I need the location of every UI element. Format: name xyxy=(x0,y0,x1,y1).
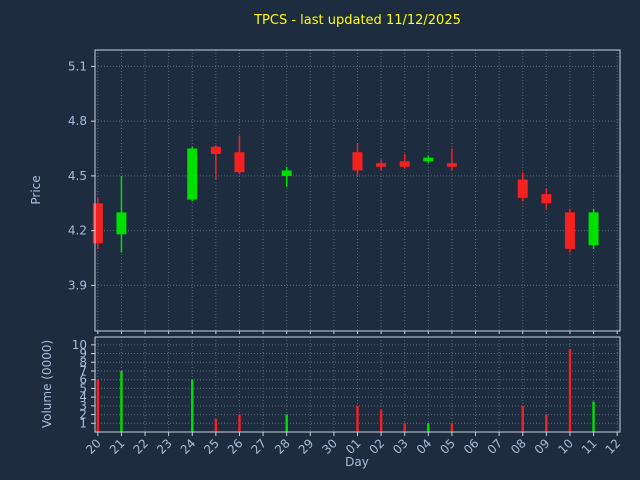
day-tick-label: 12 xyxy=(603,436,624,457)
candle-body-day-04 xyxy=(423,157,434,162)
volume-bar-day-02 xyxy=(379,410,383,432)
volume-bar-day-25 xyxy=(214,418,218,432)
candle-body-day-03 xyxy=(399,161,410,167)
day-tick-label: 07 xyxy=(485,436,506,457)
day-tick-label: 22 xyxy=(130,436,151,457)
volume-bar-day-20 xyxy=(96,379,100,432)
volume-bar-day-04 xyxy=(427,423,430,432)
volume-axis-label: Volume (0000) xyxy=(40,339,54,429)
day-axis-label: Day xyxy=(345,455,369,469)
candle-body-day-01 xyxy=(352,152,363,171)
volume-tick-label: 10 xyxy=(72,338,87,352)
day-tick-label: 11 xyxy=(579,436,600,457)
day-tick-label: 01 xyxy=(343,436,364,457)
day-tick-label: 09 xyxy=(532,436,553,457)
volume-bar-day-21 xyxy=(120,370,123,432)
price-tick-label: 5.1 xyxy=(68,59,87,73)
gridlines xyxy=(95,50,620,432)
volume-bar-day-08 xyxy=(521,405,524,432)
day-tick-label: 30 xyxy=(319,436,340,457)
day-tick-label: 21 xyxy=(107,436,128,457)
volume-tick-label: 2 xyxy=(79,408,87,422)
candle-body-day-28 xyxy=(281,170,292,176)
candle-body-day-05 xyxy=(446,163,457,167)
day-tick-label: 29 xyxy=(296,436,317,457)
candle-body-day-08 xyxy=(517,179,528,198)
chart-title: TPCS - last updated 11/12/2025 xyxy=(254,13,461,28)
volume-tick-label: 6 xyxy=(79,373,87,387)
day-tick-label: 28 xyxy=(272,436,293,457)
candle-body-day-25 xyxy=(210,146,221,155)
day-tick-label: 10 xyxy=(555,436,576,457)
price-tick-label: 4.5 xyxy=(68,169,87,183)
day-tick-label: 08 xyxy=(508,436,529,457)
day-tick-label: 23 xyxy=(154,436,175,457)
volume-tick-label: 5 xyxy=(79,381,87,395)
volume-bar-day-11 xyxy=(592,401,595,432)
day-tick-label: 25 xyxy=(201,436,222,457)
price-tick-label: 4.2 xyxy=(68,224,87,238)
volume-tick-label: 9 xyxy=(79,347,87,361)
volume-bar-day-28 xyxy=(285,414,288,432)
day-tick-label: 02 xyxy=(367,436,388,457)
day-tick-label: 06 xyxy=(461,436,482,457)
volume-bar-day-26 xyxy=(238,414,241,432)
price-tick-label: 4.8 xyxy=(68,114,87,128)
volume-tick-label: 1 xyxy=(79,416,87,430)
candle-body-day-26 xyxy=(234,152,245,173)
volume-bar-day-24 xyxy=(191,379,194,432)
volume-bar-day-09 xyxy=(545,414,548,432)
volume-bar-day-03 xyxy=(403,423,406,432)
candle-body-day-24 xyxy=(187,148,198,200)
day-tick-label: 20 xyxy=(83,436,104,457)
candle-body-day-10 xyxy=(564,212,575,249)
price-axis-label: Price xyxy=(29,175,43,205)
candles xyxy=(92,135,599,253)
volume-bar-day-05 xyxy=(450,423,454,432)
day-tick-label: 26 xyxy=(225,436,246,457)
price-tick-label: 3.9 xyxy=(68,278,87,292)
volume-tick-label: 3 xyxy=(79,399,87,413)
day-tick-label: 24 xyxy=(178,436,199,457)
day-tick-label: 05 xyxy=(437,436,458,457)
candle-body-day-11 xyxy=(588,212,599,246)
volume-bar-day-01 xyxy=(356,405,359,432)
volume-tick-label: 8 xyxy=(79,355,87,369)
candle-body-day-20 xyxy=(92,203,103,244)
day-tick-label: 03 xyxy=(390,436,411,457)
volume-tick-label: 4 xyxy=(79,390,87,404)
candle-body-day-21 xyxy=(116,212,127,235)
day-tick-label: 27 xyxy=(248,436,269,457)
candle-body-day-09 xyxy=(541,194,552,204)
volume-tick-label: 7 xyxy=(79,364,87,378)
volume-bars xyxy=(96,349,595,432)
day-tick-label: 04 xyxy=(414,436,435,457)
volume-bar-day-10 xyxy=(568,349,572,432)
candle-body-day-02 xyxy=(376,163,387,167)
